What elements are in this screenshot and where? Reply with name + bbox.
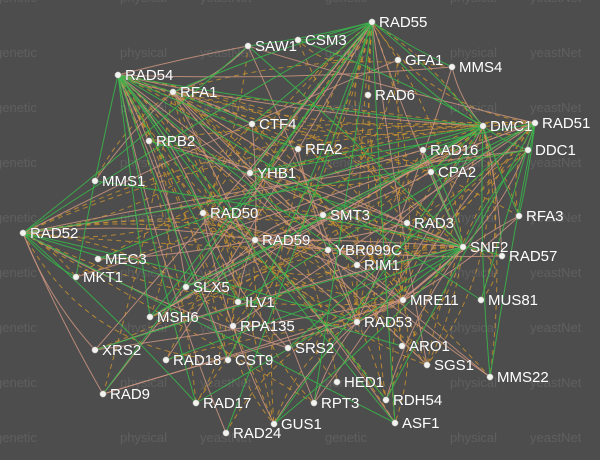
svg-text:DDC1: DDC1 [535,142,576,159]
svg-text:CTF4: CTF4 [259,116,297,133]
graph-node-rad55[interactable]: RAD55 [369,14,428,31]
svg-text:YHB1: YHB1 [257,165,296,182]
graph-node-rad53[interactable]: RAD53 [354,314,413,331]
svg-text:XRS2: XRS2 [102,342,141,359]
svg-text:MMS1: MMS1 [102,173,145,190]
svg-text:RAD59: RAD59 [262,232,310,249]
svg-text:MUS81: MUS81 [488,292,538,309]
network-graph: RAD54 RAD55 SAW1 CSM3 RFA1 GFA1 MMS4 RAD6 DMC1 RA… [0,0,600,460]
svg-text:RAD6: RAD6 [375,87,415,104]
svg-text:RAD51: RAD51 [542,115,590,132]
svg-text:MEC3: MEC3 [105,251,147,268]
graph-node-rad6[interactable]: RAD6 [365,87,415,104]
edges-layer: RAD54 RAD55 SAW1 CSM3 RFA1 GFA1 MMS4 RAD6 DMC1 RA… [0,0,600,460]
svg-text:DMC1: DMC1 [490,118,533,135]
svg-text:ARO1: ARO1 [409,338,450,355]
svg-text:GFA1: GFA1 [405,52,443,69]
graph-node-rdh54[interactable]: RDH54 [383,392,442,409]
graph-node-mms4[interactable]: MMS4 [449,59,503,76]
svg-text:RIM1: RIM1 [364,257,400,274]
svg-text:RAD53: RAD53 [364,314,412,331]
graph-node-gfa1[interactable]: GFA1 [395,52,444,69]
svg-text:RPB2: RPB2 [156,133,195,150]
graph-node-rfa3[interactable]: RFA3 [516,208,564,225]
graph-node-rad24[interactable]: RAD24 [223,425,282,442]
svg-text:RAD57: RAD57 [509,248,557,265]
graph-node-rpa135[interactable]: RPA135 [230,318,295,335]
svg-text:CPA2: CPA2 [438,164,476,181]
svg-text:RAD50: RAD50 [210,205,258,222]
svg-text:RAD17: RAD17 [203,395,251,412]
svg-text:CSM3: CSM3 [305,32,347,49]
graph-node-mec3[interactable]: MEC3 [95,251,147,268]
svg-text:MRE11: MRE11 [410,292,459,309]
svg-text:MSH6: MSH6 [157,309,199,326]
svg-text:SRS2: SRS2 [295,340,334,357]
svg-text:RAD55: RAD55 [379,14,427,31]
svg-text:RAD24: RAD24 [233,425,281,442]
svg-text:HED1: HED1 [344,374,384,391]
svg-text:MMS22: MMS22 [497,369,549,386]
svg-text:SAW1: SAW1 [255,38,297,55]
graph-node-aro1[interactable]: ARO1 [399,338,450,355]
svg-text:RAD18: RAD18 [173,352,221,369]
svg-text:ILV1: ILV1 [245,294,275,311]
graph-node-mus81[interactable]: MUS81 [478,292,538,309]
svg-text:ASF1: ASF1 [402,415,440,432]
svg-text:RAD54: RAD54 [125,67,173,84]
graph-node-rad18[interactable]: RAD18 [163,352,222,369]
svg-text:MMS4: MMS4 [459,59,502,76]
graph-node-rad17[interactable]: RAD17 [193,395,252,412]
graph-node-ilv1[interactable]: ILV1 [235,294,275,311]
svg-text:CST9: CST9 [235,352,273,369]
graph-node-hed1[interactable]: HED1 [334,374,384,391]
svg-text:RFA1: RFA1 [180,84,218,101]
svg-text:RFA3: RFA3 [526,208,564,225]
graph-node-mms22[interactable]: MMS22 [487,369,549,386]
svg-text:RFA2: RFA2 [305,141,343,158]
svg-text:SMT3: SMT3 [330,207,370,224]
graph-node-asf1[interactable]: ASF1 [392,415,440,432]
graph-node-rad51[interactable]: RAD51 [532,115,591,132]
graph-node-saw1[interactable]: SAW1 [245,38,297,55]
svg-text:RAD52: RAD52 [30,225,78,242]
svg-text:RAD16: RAD16 [430,142,478,159]
graph-node-mkt1[interactable]: MKT1 [73,269,123,286]
svg-text:RAD9: RAD9 [110,386,150,403]
svg-text:GUS1: GUS1 [281,416,322,433]
graph-node-cpa2[interactable]: CPA2 [428,164,476,181]
graph-node-csm3[interactable]: CSM3 [295,32,347,49]
svg-text:RDH54: RDH54 [393,392,442,409]
svg-text:RPT3: RPT3 [321,395,359,412]
svg-text:SLX5: SLX5 [193,279,230,296]
svg-text:RAD3: RAD3 [414,215,454,232]
svg-text:MKT1: MKT1 [83,269,123,286]
svg-text:SGS1: SGS1 [434,357,474,374]
svg-text:RPA135: RPA135 [240,318,295,335]
